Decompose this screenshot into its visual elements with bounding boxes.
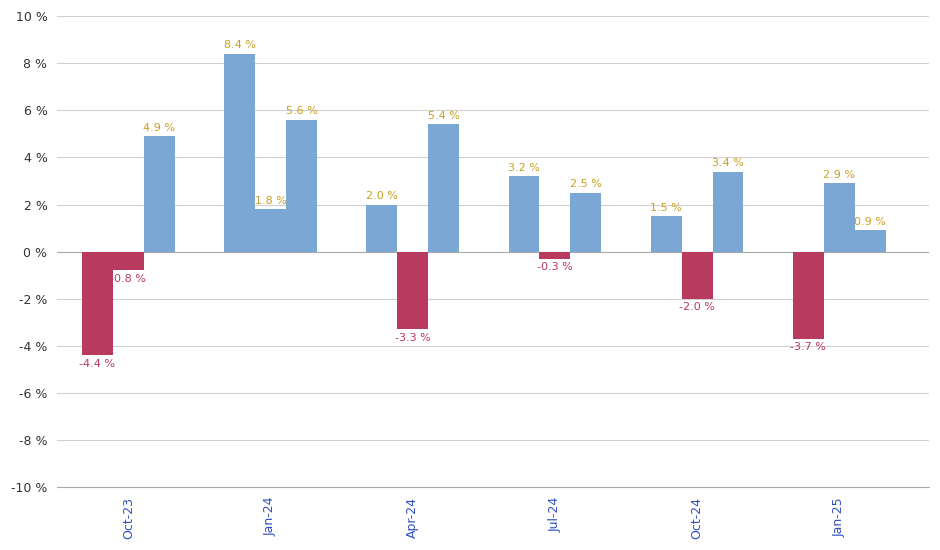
Bar — [540, 252, 571, 258]
Bar — [682, 252, 713, 299]
Text: 2.5 %: 2.5 % — [570, 179, 602, 189]
Text: 0.9 %: 0.9 % — [854, 217, 886, 227]
Text: 1.8 %: 1.8 % — [255, 196, 287, 206]
Text: 3.2 %: 3.2 % — [508, 163, 540, 173]
Bar — [224, 54, 255, 252]
Text: 2.9 %: 2.9 % — [823, 170, 855, 180]
Bar — [854, 230, 885, 252]
Text: -0.3 %: -0.3 % — [537, 262, 572, 272]
Text: 1.5 %: 1.5 % — [650, 203, 682, 213]
Bar — [823, 183, 854, 252]
Bar — [144, 136, 175, 252]
Bar — [428, 124, 459, 252]
Text: 5.4 %: 5.4 % — [428, 111, 460, 121]
Text: -4.4 %: -4.4 % — [79, 359, 116, 369]
Bar — [82, 252, 113, 355]
Text: -3.7 %: -3.7 % — [791, 342, 826, 353]
Bar — [286, 120, 317, 252]
Text: 2.0 %: 2.0 % — [366, 191, 398, 201]
Bar — [571, 192, 602, 252]
Text: -3.3 %: -3.3 % — [395, 333, 431, 343]
Text: 8.4 %: 8.4 % — [224, 40, 256, 50]
Bar — [113, 252, 144, 271]
Bar — [792, 252, 823, 339]
Bar — [398, 252, 428, 329]
Text: 5.6 %: 5.6 % — [286, 106, 318, 116]
Bar — [367, 205, 398, 252]
Text: 4.9 %: 4.9 % — [143, 123, 175, 133]
Bar — [713, 172, 744, 252]
Bar — [509, 176, 540, 252]
Bar — [255, 209, 286, 252]
Text: -0.8 %: -0.8 % — [110, 274, 147, 284]
Text: 3.4 %: 3.4 % — [712, 158, 744, 168]
Text: -2.0 %: -2.0 % — [679, 302, 715, 312]
Bar — [650, 216, 681, 252]
